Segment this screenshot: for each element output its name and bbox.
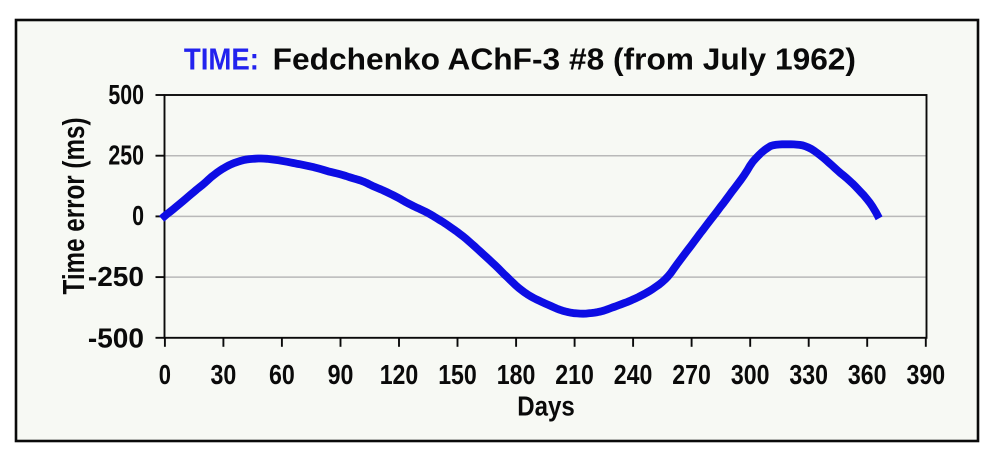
svg-text:150: 150 (438, 359, 477, 390)
svg-text:Time error (ms): Time error (ms) (56, 118, 91, 295)
svg-text:210: 210 (555, 359, 594, 390)
svg-text:500: 500 (108, 79, 144, 110)
svg-text:240: 240 (614, 359, 653, 390)
svg-text:120: 120 (380, 359, 419, 390)
svg-text:Fedchenko AChF-3 #8 (from July: Fedchenko AChF-3 #8 (from July 1962) (273, 41, 856, 76)
svg-text:300: 300 (731, 359, 770, 390)
svg-text:390: 390 (907, 359, 946, 390)
svg-text:30: 30 (211, 359, 237, 390)
svg-text:270: 270 (672, 359, 711, 390)
svg-text:90: 90 (328, 359, 354, 390)
svg-text:360: 360 (848, 359, 887, 390)
svg-text:0: 0 (159, 359, 171, 390)
svg-text:TIME:: TIME: (184, 41, 259, 76)
svg-text:Days: Days (517, 391, 575, 422)
svg-text:-250: -250 (88, 261, 144, 292)
svg-text:0: 0 (132, 200, 144, 231)
svg-text:250: 250 (108, 140, 144, 171)
svg-text:60: 60 (269, 359, 295, 390)
svg-text:330: 330 (789, 359, 828, 390)
svg-text:180: 180 (497, 359, 536, 390)
svg-text:-500: -500 (88, 323, 144, 354)
